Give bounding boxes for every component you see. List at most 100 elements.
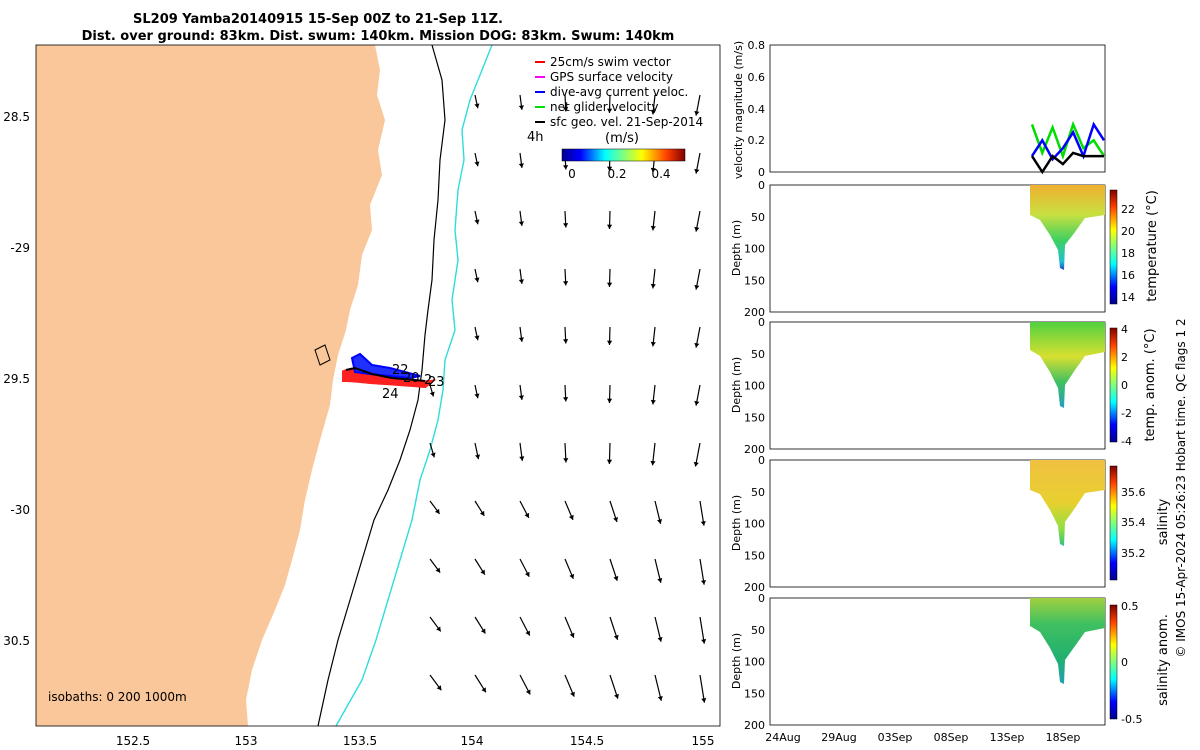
depth-tick: 100 (744, 243, 765, 256)
current-arrowhead (569, 573, 575, 579)
depth-ylabel: Depth (m) (730, 357, 743, 413)
time-x-tick: 08Sep (934, 731, 969, 744)
current-arrowhead (568, 514, 574, 520)
current-arrowhead (657, 578, 663, 583)
temp-anom-field (1030, 322, 1105, 408)
map-y-tick: 30.5 (3, 634, 30, 648)
time-x-tick: 13Sep (990, 731, 1025, 744)
sal-anom-cb-label: salinity anom. (1156, 614, 1171, 706)
depth-tick: 200 (744, 306, 765, 319)
map-frame (35, 44, 721, 727)
colorbar-title: (m/s) (605, 131, 639, 146)
temperature-cb-label: temperature (°C) (1145, 190, 1160, 302)
vel-ytick: 0.8 (748, 39, 766, 52)
depth-tick: 0 (758, 454, 765, 467)
current-arrowhead (700, 580, 707, 585)
sal-anom-field (1030, 598, 1105, 684)
depth-tick: 50 (751, 624, 765, 637)
depth-tick: 200 (744, 719, 765, 732)
day-label-2: 2 (424, 373, 432, 388)
current-arrowhead (434, 508, 440, 514)
current-arrowhead (525, 630, 531, 636)
current-arrow (699, 674, 706, 703)
temp-anom-panel (769, 321, 1118, 450)
map-x-ticks: 152.5 153 153.5 154 154.5 155 (116, 734, 715, 748)
tanom-cb-tick: 4 (1121, 323, 1128, 336)
vel-ytick: 0.6 (748, 71, 766, 84)
current-arrowhead (563, 458, 569, 463)
current-arrowhead (518, 163, 524, 168)
current-arrowhead (657, 519, 663, 524)
salinity-panel (769, 459, 1118, 588)
current-arrowhead (607, 166, 613, 171)
time-x-tick: 29Aug (821, 731, 856, 744)
current-arrowhead (518, 279, 524, 284)
depth-ylabel: Depth (m) (730, 633, 743, 689)
current-arrowhead (657, 636, 663, 642)
vel-ytick: 0 (758, 166, 765, 179)
depth-tick: 100 (744, 656, 765, 669)
map-x-tick: 154.5 (570, 734, 604, 748)
sanom-cb-tick: -0.5 (1121, 713, 1142, 726)
depth-tick: 150 (744, 411, 765, 424)
current-arrowhead (474, 219, 480, 225)
current-arrowhead (518, 395, 524, 400)
vel-ylabel: velocity magnitude (m/s) (732, 41, 745, 179)
depth-tick: 0 (758, 316, 765, 329)
current-arrowhead (701, 698, 707, 703)
temp-cb-tick: 18 (1121, 247, 1135, 260)
depth-ylabel: Depth (m) (730, 495, 743, 551)
current-arrow (699, 558, 705, 585)
depth-tick: 50 (751, 486, 765, 499)
current-arrowhead (480, 569, 485, 575)
current-arrowhead (563, 223, 569, 228)
map-y-tick: 28.5 (3, 110, 30, 124)
legend-entry: dive-avg current veloc. (550, 85, 688, 99)
legend-entry: net glider velocity (550, 100, 658, 114)
current-arrowhead (524, 512, 530, 518)
current-arrows (429, 94, 707, 703)
current-arrowhead (479, 510, 485, 516)
current-arrowhead (650, 460, 656, 466)
velocity-panel: 0 0.2 0.4 0.6 0.8 velocity magnitude (m/… (732, 39, 1106, 179)
speed-colorbar (561, 148, 686, 162)
current-arrowhead (563, 165, 569, 170)
tanom-cb-tick: 2 (1121, 351, 1128, 364)
current-arrowhead (694, 226, 700, 232)
vel-ytick: 0.4 (748, 103, 766, 116)
legend-entry: sfc geo. vel. 21-Sep-2014 (550, 115, 703, 129)
depth-tick: 50 (751, 348, 765, 361)
current-arrowhead (607, 398, 613, 403)
section-panels: 0501001502000501001502000501001502000501… (730, 179, 1171, 744)
current-arrowhead (569, 632, 575, 638)
map-y-tick: 29.5 (3, 372, 30, 386)
velocity-series (1030, 120, 1106, 175)
current-arrowhead (700, 521, 706, 526)
day-labels: 22 23 24 20 2 (382, 363, 445, 402)
temp-anom-colorbar (1109, 327, 1118, 443)
vel-ytick: 0.2 (748, 134, 766, 147)
legend-entry: GPS surface velocity (550, 70, 673, 84)
temperature-colorbar (1109, 189, 1118, 305)
current-arrowhead (475, 454, 481, 460)
depth-ylabel: Depth (m) (730, 220, 743, 276)
current-arrowhead (474, 103, 480, 109)
depth-tick: 150 (744, 549, 765, 562)
tanom-cb-tick: 0 (1121, 379, 1128, 392)
current-arrowhead (650, 225, 656, 231)
title-line-1: SL209 Yamba20140915 15-Sep 00Z to 21-Sep… (133, 12, 503, 27)
velocity-line (1030, 121, 1106, 162)
current-arrowhead (429, 391, 435, 397)
current-arrowhead (518, 105, 524, 110)
current-arrowhead (436, 685, 442, 691)
current-arrowhead (650, 167, 656, 173)
isobaths-label: isobaths: 0 200 1000m (48, 690, 187, 704)
current-arrowhead (657, 695, 663, 701)
current-arrowhead (474, 335, 480, 341)
depth-tick: 150 (744, 687, 765, 700)
current-arrowhead (613, 575, 619, 581)
current-arrowhead (480, 628, 486, 634)
current-arrowhead (694, 342, 700, 348)
sal-cb-tick: 35.4 (1121, 516, 1146, 529)
